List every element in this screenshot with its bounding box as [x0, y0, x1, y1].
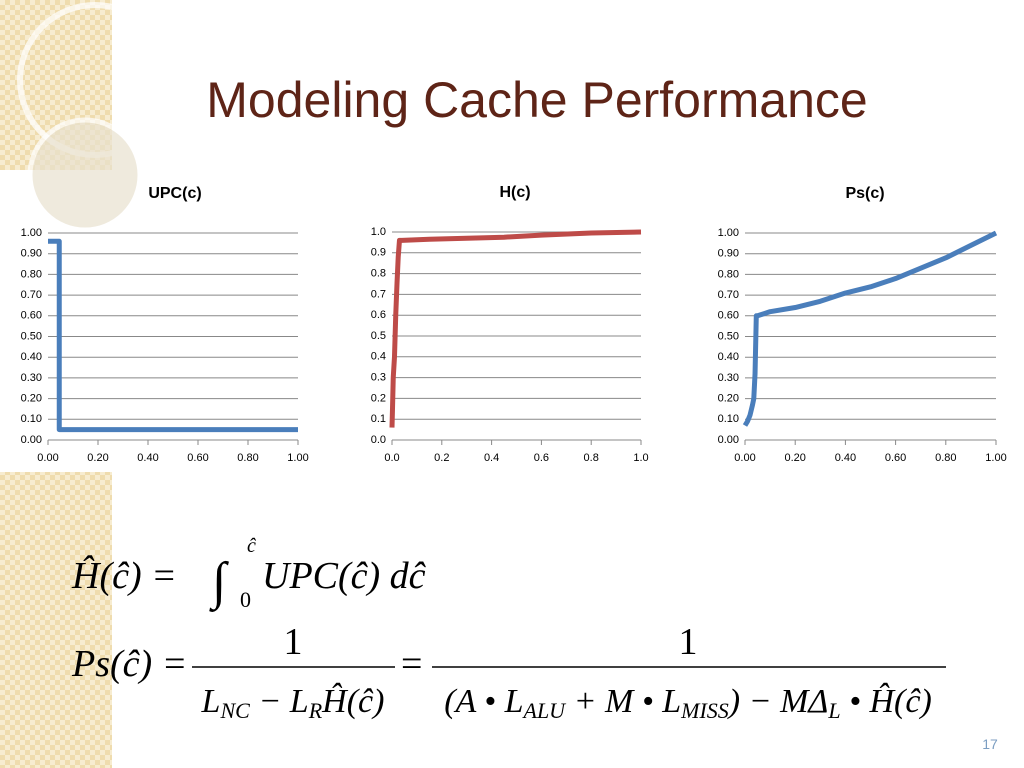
eq-subscript: L [827, 698, 840, 723]
x-tick-label: 0.40 [835, 452, 856, 464]
slide-title: Modeling Cache Performance [206, 72, 867, 128]
decor-bottom [0, 472, 112, 768]
y-tick-label: 0.00 [718, 434, 739, 446]
y-tick-label: 0.40 [21, 351, 42, 363]
chart-title: H(c) [499, 184, 530, 201]
page-number: 17 [982, 736, 998, 752]
x-tick-label: 0.00 [734, 452, 755, 464]
x-tick-label: 0.8 [584, 452, 599, 464]
x-tick-label: 1.00 [287, 452, 308, 464]
y-tick-label: 0.8 [371, 268, 386, 280]
chart: H(c) 0.0 0.1 0.2 0.3 0.4 0.5 0.6 0.7 0.8 0.9 1.0 0.0… [371, 184, 649, 464]
x-tick-label: 0.80 [935, 452, 956, 464]
eq-lower: 0 [240, 587, 251, 612]
y-tick-label: 0.20 [718, 393, 739, 405]
x-tick-label: 1.00 [985, 452, 1006, 464]
eq-denominator: (A • LALU + M • LMISS) − MΔL • Ĥ(ĉ) [444, 683, 932, 723]
equation-1: Ĥ(ĉ) = ∫ ĉ 0 UPC(ĉ) dĉ [71, 535, 427, 612]
y-tick-label: 0.7 [371, 288, 386, 300]
eq-subscript: MISS [680, 698, 729, 723]
eq-text: Ĥ(ĉ) = [71, 555, 177, 597]
y-tick-label: 0.50 [21, 330, 42, 342]
eq-text: Ps(ĉ) = [71, 643, 187, 685]
eq-subscript: ALU [522, 698, 568, 723]
x-tick-label: 0.40 [137, 452, 158, 464]
chart-title: UPC(c) [148, 185, 201, 202]
x-tick-label: 0.20 [87, 452, 108, 464]
x-tick-label: 0.4 [484, 452, 499, 464]
eq-numerator: 1 [679, 621, 698, 663]
y-tick-label: 0.70 [21, 289, 42, 301]
chart: Ps(c) 0.00 0.10 0.20 0.30 0.40 0.50 0.60 0.70 0.8… [718, 185, 1007, 464]
x-tick-label: 1.0 [633, 452, 648, 464]
y-tick-label: 0.70 [718, 289, 739, 301]
x-tick-label: 0.2 [434, 452, 449, 464]
eq-denominator: LNC − LRĤ(ĉ) [201, 683, 385, 723]
eq-segment: + M • L [565, 683, 681, 720]
y-tick-label: 0.4 [371, 351, 386, 363]
y-tick-label: 0.60 [718, 310, 739, 322]
y-tick-label: 0.10 [718, 413, 739, 425]
y-tick-label: 0.50 [718, 330, 739, 342]
x-tick-label: 0.6 [534, 452, 549, 464]
eq-equals: = [401, 643, 422, 685]
equation-2: Ps(ĉ) = 1 LNC − LRĤ(ĉ) = 1 (A • LALU + M… [71, 621, 946, 723]
y-tick-label: 0.0 [371, 434, 386, 446]
y-tick-label: 0.40 [718, 351, 739, 363]
decor-ring [27, 117, 143, 233]
y-tick-label: 0.20 [21, 393, 42, 405]
y-tick-label: 0.30 [21, 372, 42, 384]
data-line [742, 230, 998, 427]
x-tick-label: 0.20 [784, 452, 805, 464]
eq-segment: • Ĥ(ĉ) [841, 683, 932, 720]
eq-segment: L [201, 683, 221, 720]
eq-numerator: 1 [284, 621, 303, 663]
x-tick-label: 0.0 [384, 452, 399, 464]
y-tick-label: 0.2 [371, 392, 386, 404]
eq-subscript: R [308, 698, 323, 723]
eq-upper: ĉ [247, 535, 257, 557]
y-tick-label: 0.60 [21, 310, 42, 322]
x-tick-label: 0.60 [885, 452, 906, 464]
y-tick-label: 0.80 [718, 268, 739, 280]
eq-segment: ) − MΔ [727, 683, 829, 720]
x-tick-label: 0.00 [37, 452, 58, 464]
y-tick-label: 0.00 [21, 434, 42, 446]
y-tick-label: 0.10 [21, 413, 42, 425]
x-tick-label: 0.60 [187, 452, 208, 464]
y-tick-label: 0.3 [371, 372, 386, 384]
y-tick-label: 0.1 [371, 413, 386, 425]
eq-segment: (A • L [444, 683, 523, 720]
eq-segment: Ĥ(ĉ) [321, 683, 384, 720]
y-tick-label: 0.90 [21, 248, 42, 260]
y-tick-label: 1.0 [371, 226, 386, 238]
y-tick-label: 0.5 [371, 330, 386, 342]
y-tick-label: 0.90 [718, 248, 739, 260]
y-tick-label: 0.80 [21, 268, 42, 280]
chart: UPC(c) 0.00 0.10 0.20 0.30 0.40 0.50 0.60 0.70 0.… [21, 185, 309, 464]
data-line [48, 238, 298, 433]
eq-text: UPC(ĉ) dĉ [262, 555, 427, 597]
y-tick-label: 0.6 [371, 309, 386, 321]
x-tick-label: 0.80 [237, 452, 258, 464]
data-line [389, 229, 642, 428]
y-tick-label: 0.9 [371, 247, 386, 259]
y-tick-label: 0.30 [718, 372, 739, 384]
y-tick-label: 1.00 [21, 227, 42, 239]
eq-segment: − L [250, 683, 309, 720]
y-tick-label: 1.00 [718, 227, 739, 239]
eq-integral: ∫ [209, 553, 229, 612]
chart-title: Ps(c) [845, 185, 884, 202]
eq-subscript: NC [219, 698, 250, 723]
